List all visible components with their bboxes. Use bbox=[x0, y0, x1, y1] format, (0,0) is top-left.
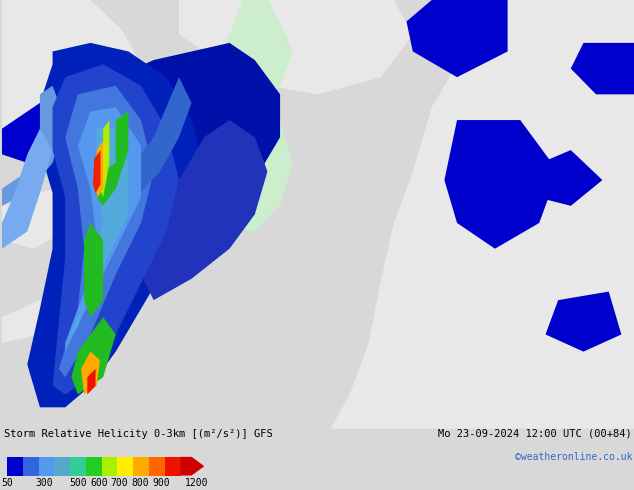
Polygon shape bbox=[59, 86, 153, 377]
FancyArrow shape bbox=[181, 457, 204, 476]
Text: 800: 800 bbox=[132, 478, 150, 488]
Polygon shape bbox=[217, 0, 293, 103]
Polygon shape bbox=[521, 150, 602, 206]
Polygon shape bbox=[98, 137, 107, 189]
Text: 300: 300 bbox=[35, 478, 53, 488]
Polygon shape bbox=[53, 64, 179, 394]
Polygon shape bbox=[53, 43, 280, 394]
Bar bbox=[55, 457, 70, 476]
Text: 50: 50 bbox=[1, 478, 13, 488]
Bar bbox=[39, 457, 55, 476]
Bar bbox=[7, 457, 23, 476]
Polygon shape bbox=[97, 112, 129, 206]
Polygon shape bbox=[96, 142, 103, 197]
Polygon shape bbox=[84, 223, 103, 318]
Bar bbox=[117, 457, 133, 476]
Polygon shape bbox=[2, 95, 91, 163]
Bar bbox=[23, 457, 39, 476]
Polygon shape bbox=[72, 129, 129, 335]
Text: Mo 23-09-2024 12:00 UTC (00+84): Mo 23-09-2024 12:00 UTC (00+84) bbox=[438, 429, 632, 439]
Polygon shape bbox=[179, 0, 413, 95]
Polygon shape bbox=[84, 318, 116, 386]
Polygon shape bbox=[545, 292, 621, 352]
Bar bbox=[70, 457, 86, 476]
Text: 1200: 1200 bbox=[184, 478, 208, 488]
Polygon shape bbox=[87, 369, 96, 394]
Bar bbox=[165, 457, 181, 476]
Text: ©weatheronline.co.uk: ©weatheronline.co.uk bbox=[515, 452, 632, 462]
Polygon shape bbox=[27, 43, 204, 407]
Polygon shape bbox=[571, 43, 634, 95]
Text: 900: 900 bbox=[153, 478, 171, 488]
Polygon shape bbox=[331, 0, 634, 429]
Polygon shape bbox=[93, 150, 101, 193]
Polygon shape bbox=[97, 77, 191, 223]
Text: 500: 500 bbox=[69, 478, 87, 488]
Polygon shape bbox=[2, 249, 103, 343]
Text: 600: 600 bbox=[90, 478, 108, 488]
Polygon shape bbox=[2, 77, 153, 249]
Bar bbox=[86, 457, 101, 476]
Polygon shape bbox=[406, 0, 508, 77]
Polygon shape bbox=[97, 120, 110, 197]
Polygon shape bbox=[191, 103, 293, 232]
Text: 700: 700 bbox=[111, 478, 129, 488]
Polygon shape bbox=[141, 120, 268, 300]
Text: Storm Relative Helicity 0-3km [(m²/s²)] GFS: Storm Relative Helicity 0-3km [(m²/s²)] … bbox=[4, 429, 273, 439]
Polygon shape bbox=[444, 120, 558, 249]
Bar bbox=[133, 457, 149, 476]
Polygon shape bbox=[2, 86, 65, 206]
Polygon shape bbox=[65, 107, 141, 352]
Polygon shape bbox=[2, 129, 53, 249]
Bar bbox=[101, 457, 117, 476]
Polygon shape bbox=[81, 352, 100, 394]
Polygon shape bbox=[72, 335, 103, 394]
Bar bbox=[149, 457, 165, 476]
Polygon shape bbox=[2, 0, 141, 163]
